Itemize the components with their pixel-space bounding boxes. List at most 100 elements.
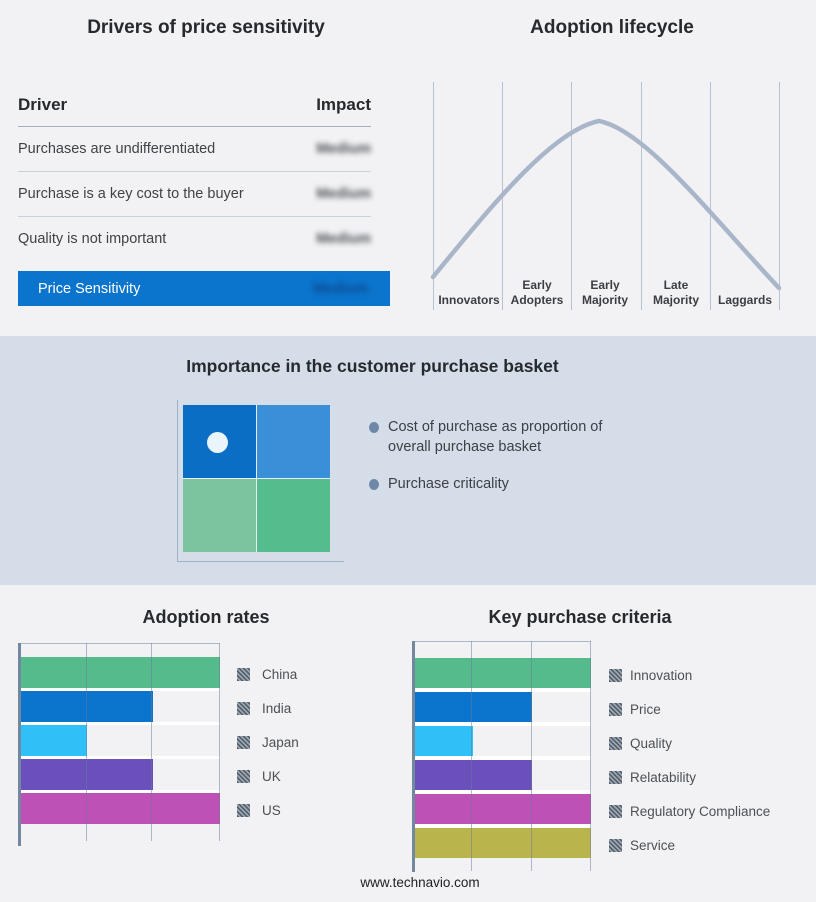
bar-row-regulatory-compliance [414,794,591,828]
legend-label-china: China [262,666,298,682]
footer-url: www.technavio.com [360,875,480,890]
column-header-driver: Driver [18,95,68,114]
legend-item-india: India [237,691,427,725]
hatched-swatch-icon [609,804,622,818]
gridline [219,643,220,841]
plot-area [20,643,220,827]
purchase-basket-bullets: Cost of purchase as proportion of overal… [369,418,649,495]
adoption-rates-chart: China India Japan UK US [18,643,299,846]
impact-cell-blurred: Medium [316,231,371,247]
summary-impact-blurred: Medium [313,280,368,297]
plot-top-border [412,641,591,642]
summary-label: Price Sensitivity [38,280,141,297]
adoption-rates-title: Adoption rates [142,607,270,627]
hatched-swatch-icon [609,838,622,852]
bar-japan [20,725,87,756]
plot-top-border [18,643,220,644]
bullet-text: Cost of purchase as proportion of overal… [388,419,603,455]
legend-label-regulatory-compliance: Regulatory Compliance [630,803,771,819]
quadrant-bottom-right [257,479,330,552]
bullet-text: Purchase criticality [388,476,509,492]
bar-price [414,692,532,722]
column-header-impact: Impact [316,95,371,114]
impact-cell-blurred: Medium [316,186,371,202]
legend-item-service: Service [609,828,816,862]
legend-item-quality: Quality [609,726,816,760]
legend-label-india: India [262,700,292,716]
legend-label-service: Service [630,837,676,853]
quadrant-bottom-left [183,479,256,552]
gridline [471,641,472,871]
bar-innovation [414,658,591,688]
bullet-icon [369,479,379,490]
hatched-swatch-icon [609,770,622,784]
driver-cell: Purchases are undifferentiated [18,141,216,157]
bar-china [20,657,220,688]
bar-us [20,793,220,824]
bar-row-innovation [414,658,591,692]
hatched-swatch-icon [237,667,250,681]
adoption-lifecycle-chart: Innovators Early Adopters Early Majority… [408,0,816,330]
position-dot-icon [207,432,228,453]
table-row: Purchase is a key cost to the buyer Medi… [18,172,371,217]
hatched-swatch-icon [609,736,622,750]
stage-label-innovators: Innovators [438,293,500,307]
hatched-swatch-icon [237,701,250,715]
bullet-item: Cost of purchase as proportion of overal… [369,418,649,457]
legend-item-uk: UK [237,759,427,793]
purchase-basket-title: Importance in the customer purchase bask… [186,356,559,376]
hatched-swatch-icon [609,702,622,716]
bar-row-china [20,657,220,691]
lifecycle-curve-svg [430,82,782,310]
bullet-icon [369,422,379,433]
legend-item-price: Price [609,692,816,726]
bell-curve [430,118,782,291]
quadrant-top-right [257,405,330,478]
adoption-lifecycle-title: Adoption lifecycle [530,17,694,38]
legend-item-regulatory-compliance: Regulatory Compliance [609,794,816,828]
price-drivers-title: Drivers of price sensitivity [87,17,325,38]
legend-label-japan: Japan [262,734,299,750]
driver-cell: Quality is not important [18,231,167,247]
hatched-swatch-icon [237,803,250,817]
bar-regulatory-compliance [414,794,591,824]
bar-row-us [20,793,220,824]
legend: China India Japan UK US [237,657,427,827]
legend-label-innovation: Innovation [630,667,693,683]
bar-service [414,828,591,858]
key-purchase-criteria-title: Key purchase criteria [488,607,672,627]
stage-label-early-adopters: Early Adopters [510,278,564,307]
bar-row-price [414,692,591,726]
bullet-item: Purchase criticality [369,475,649,495]
bar-row-japan [20,725,220,759]
bar-relatability [414,760,532,790]
stage-label-early-majority: Early Majority [581,278,628,307]
legend-label-relatability: Relatability [630,769,697,785]
legend-item-japan: Japan [237,725,427,759]
bar-row-uk [20,759,220,793]
gridline [151,643,152,841]
key-purchase-criteria-chart: Innovation Price Quality Relatability Regula… [412,641,770,872]
legend-label-price: Price [630,701,661,717]
bar-row-india [20,691,220,725]
legend: Innovation Price Quality Relatability Regula… [609,658,816,862]
y-axis-line [412,641,415,872]
table-header: Driver Impact [18,95,371,127]
hatched-swatch-icon [237,769,250,783]
table-row: Purchases are undifferentiated Medium [18,127,371,172]
legend-item-innovation: Innovation [609,658,816,692]
legend-item-relatability: Relatability [609,760,816,794]
bar-row-service [414,828,591,858]
bar-row-quality [414,726,591,760]
legend-item-china: China [237,657,427,691]
hatched-swatch-icon [609,668,622,682]
gridline [590,641,591,871]
plot-area [414,641,591,862]
hatched-swatch-icon [237,735,250,749]
legend-label-quality: Quality [630,735,673,751]
quadrant-y-axis [177,400,178,562]
table-row: Quality is not important Medium [18,217,371,261]
y-axis-line [18,643,21,846]
bar-quality [414,726,473,756]
